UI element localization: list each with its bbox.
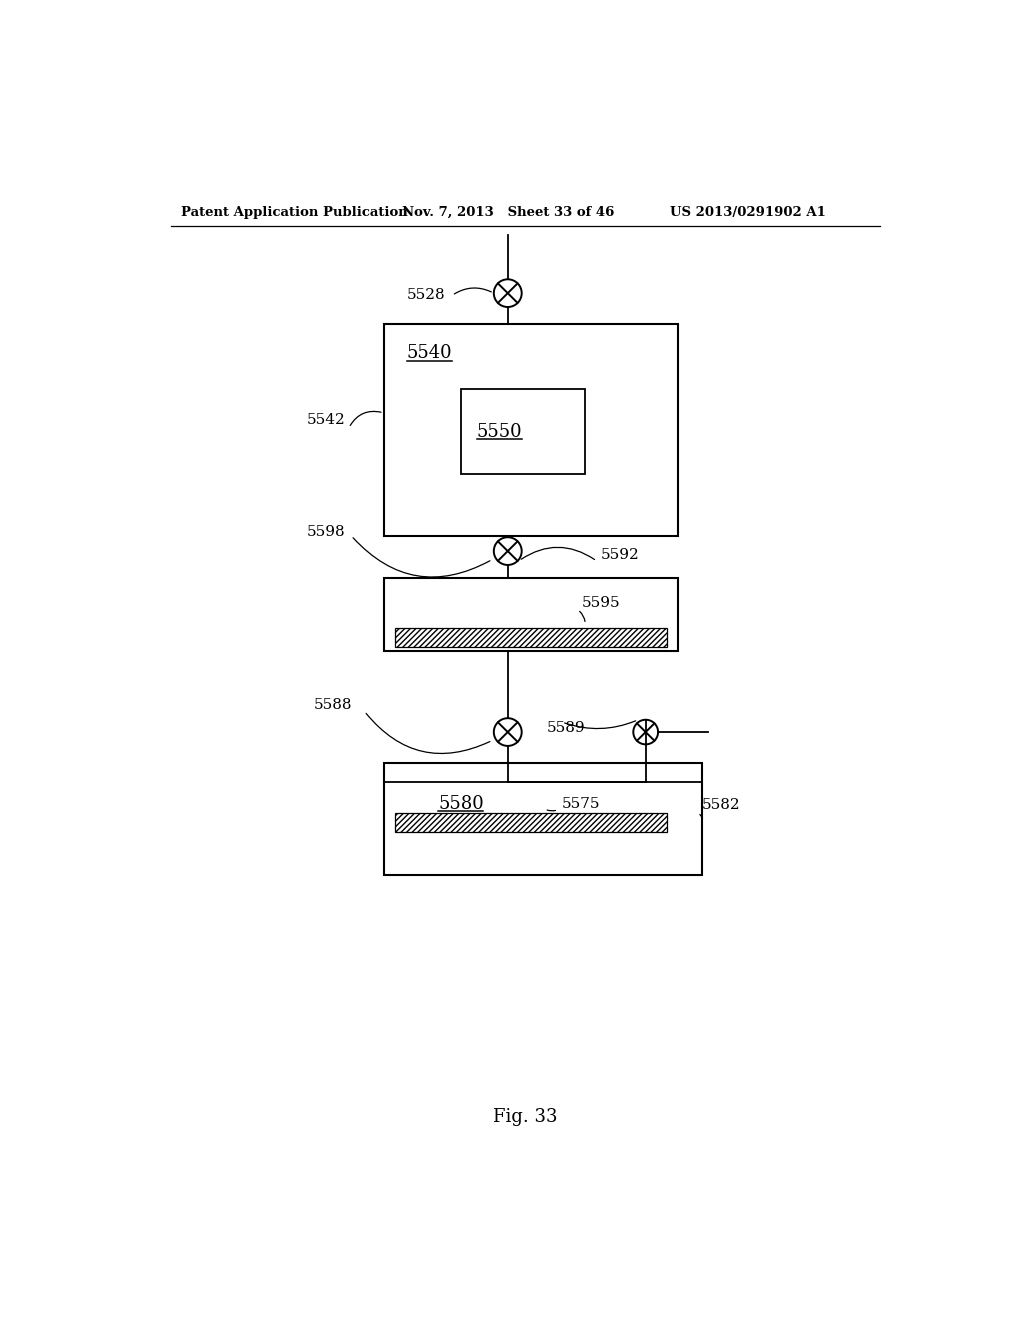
Text: US 2013/0291902 A1: US 2013/0291902 A1 (671, 206, 826, 219)
Text: Nov. 7, 2013   Sheet 33 of 46: Nov. 7, 2013 Sheet 33 of 46 (401, 206, 614, 219)
Text: 5550: 5550 (477, 422, 522, 441)
Text: 5588: 5588 (314, 698, 352, 711)
Text: 5580: 5580 (438, 795, 483, 813)
Text: 5575: 5575 (562, 797, 600, 810)
Text: 5595: 5595 (582, 597, 620, 610)
Text: 5598: 5598 (306, 525, 345, 539)
Bar (384, 763, 701, 874)
Text: 5592: 5592 (601, 548, 640, 562)
Text: 5542: 5542 (306, 413, 345, 428)
Text: 5540: 5540 (407, 345, 453, 362)
Text: 5589: 5589 (547, 721, 585, 735)
Bar (395, 813, 667, 832)
Text: Patent Application Publication: Patent Application Publication (180, 206, 408, 219)
Text: 5528: 5528 (407, 289, 445, 302)
Text: 5582: 5582 (701, 799, 740, 812)
Bar (384, 578, 678, 651)
Bar (395, 628, 667, 647)
Text: Fig. 33: Fig. 33 (493, 1107, 557, 1126)
Bar (384, 323, 678, 536)
Bar (461, 389, 586, 474)
